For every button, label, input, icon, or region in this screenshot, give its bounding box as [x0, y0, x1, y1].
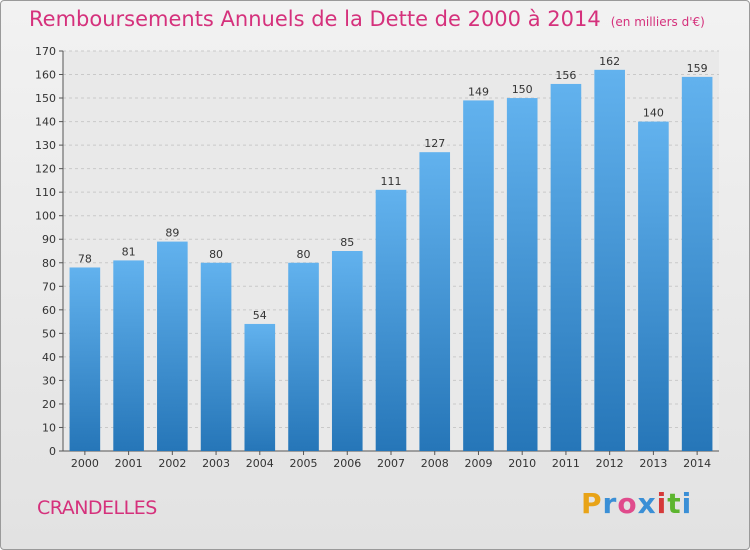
y-tick-label: 120: [35, 163, 56, 176]
bar: [375, 189, 407, 451]
bar-value-label: 140: [643, 107, 664, 120]
y-tick-label: 160: [35, 69, 56, 82]
y-tick-label: 0: [49, 445, 56, 458]
commune-name: CRANDELLES: [37, 497, 157, 519]
bar: [113, 260, 144, 451]
brand-letter: P: [581, 487, 603, 520]
bar: [681, 76, 713, 451]
x-tick-label: 2014: [683, 457, 711, 470]
bar: [638, 121, 669, 452]
x-tick-label: 2003: [202, 457, 230, 470]
x-tick-label: 2013: [639, 457, 667, 470]
bar-value-label: 85: [340, 236, 354, 249]
title-row: Remboursements Annuels de la Dette de 20…: [29, 7, 705, 31]
bar: [288, 262, 319, 451]
brand-letter: r: [602, 487, 618, 520]
y-tick-label: 40: [42, 351, 56, 364]
proxiti-logo: Proxiti: [581, 487, 692, 520]
bar: [506, 98, 538, 451]
x-tick-label: 2011: [552, 457, 580, 470]
y-tick-label: 110: [35, 186, 56, 199]
x-tick-label: 2005: [290, 457, 318, 470]
y-tick-label: 50: [42, 327, 56, 340]
x-tick-label: 2006: [333, 457, 361, 470]
y-tick-label: 10: [42, 421, 56, 434]
x-tick-label: 2000: [71, 457, 99, 470]
x-tick-label: 2001: [115, 457, 143, 470]
brand-letter: i: [656, 487, 668, 520]
bar-value-label: 150: [512, 83, 533, 96]
y-tick-label: 150: [35, 92, 56, 105]
bar-value-label: 80: [209, 248, 223, 261]
unit-note: (en milliers d'€): [610, 15, 705, 29]
x-tick-label: 2008: [421, 457, 449, 470]
brand-letter: t: [667, 487, 682, 520]
x-tick-label: 2004: [246, 457, 274, 470]
y-tick-label: 70: [42, 280, 56, 293]
x-tick-label: 2009: [464, 457, 492, 470]
bar: [331, 251, 363, 451]
bar: [550, 83, 582, 452]
y-tick-label: 30: [42, 374, 56, 387]
y-tick-label: 80: [42, 257, 56, 270]
brand-letter: o: [617, 487, 638, 520]
bar: [244, 323, 276, 451]
x-tick-label: 2007: [377, 457, 405, 470]
bar-value-label: 81: [122, 245, 136, 258]
x-tick-label: 2012: [596, 457, 624, 470]
bar-value-label: 162: [599, 55, 620, 68]
bar-value-label: 159: [687, 62, 708, 75]
bar: [594, 69, 625, 451]
y-tick-label: 130: [35, 139, 56, 152]
bar-value-label: 111: [381, 175, 402, 188]
brand-letter: x: [637, 487, 657, 520]
x-tick-label: 2002: [158, 457, 186, 470]
chart-title: Remboursements Annuels de la Dette de 20…: [29, 7, 601, 31]
y-tick-label: 60: [42, 304, 56, 317]
bar: [69, 267, 101, 451]
y-tick-label: 90: [42, 233, 56, 246]
y-tick-label: 170: [35, 45, 56, 58]
bar: [157, 241, 188, 451]
bar-value-label: 127: [424, 137, 445, 150]
brand-letter: i: [681, 487, 693, 520]
bar-value-label: 80: [297, 248, 311, 261]
x-tick-label: 2010: [508, 457, 536, 470]
bar-value-label: 156: [555, 69, 576, 82]
y-tick-label: 20: [42, 398, 56, 411]
y-tick-label: 140: [35, 116, 56, 129]
bar-value-label: 149: [468, 85, 489, 98]
y-tick-label: 100: [35, 210, 56, 223]
bar: [200, 262, 232, 451]
bar: [419, 152, 451, 452]
bar-value-label: 89: [165, 227, 179, 240]
bar: [463, 100, 494, 451]
bar-value-label: 78: [78, 252, 92, 265]
bar-value-label: 54: [253, 309, 267, 322]
